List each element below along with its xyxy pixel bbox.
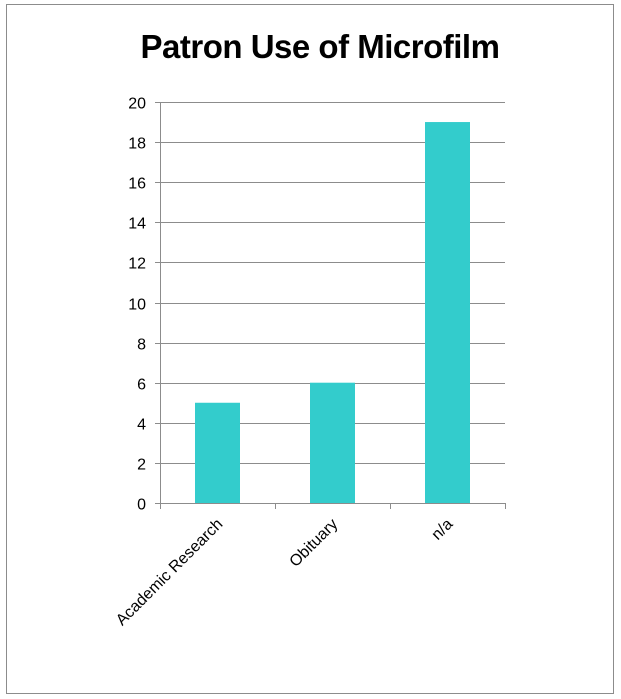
y-tick-label: 2 — [137, 457, 146, 474]
y-tick-label: 0 — [137, 497, 146, 514]
y-tick-label: 14 — [128, 216, 146, 233]
x-tick-label: Obituary — [287, 516, 342, 571]
x-tick-labels: Academic Research Obituary n/a — [113, 516, 456, 629]
y-tick-labels: 0 2 4 6 8 10 12 14 16 18 20 — [128, 96, 146, 514]
y-tick-label: 4 — [137, 417, 146, 434]
axes — [155, 102, 506, 509]
x-tick-label: Academic Research — [113, 516, 226, 629]
chart-title: Patron Use of Microfilm — [140, 28, 500, 65]
y-tick-label: 16 — [128, 176, 146, 193]
bar — [195, 402, 240, 503]
y-tick-label: 20 — [128, 96, 146, 113]
y-tick-label: 10 — [128, 297, 146, 314]
chart-frame — [6, 4, 614, 694]
y-tick-label: 6 — [137, 377, 146, 394]
x-tick-label: n/a — [429, 516, 457, 544]
y-tick-label: 8 — [137, 337, 146, 354]
y-tick-label: 18 — [128, 136, 146, 153]
y-tick-label: 12 — [128, 256, 146, 273]
bars — [195, 122, 470, 504]
bar — [310, 382, 355, 503]
bar — [425, 122, 470, 504]
